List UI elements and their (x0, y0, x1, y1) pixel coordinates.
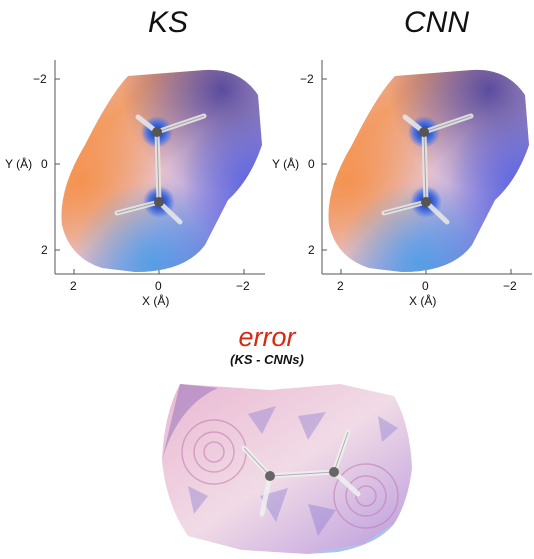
y-tick-label: 2 (41, 243, 48, 257)
x-tick-label: 2 (337, 279, 344, 293)
y-tick-label: 2 (308, 243, 315, 257)
y-tick-label: 0 (308, 157, 315, 171)
x-tick-label: −2 (503, 279, 517, 293)
atom (329, 467, 339, 477)
error-subtitle: (KS - CNNs) (230, 352, 304, 367)
y-tick-label: −2 (33, 72, 47, 86)
atom (265, 471, 275, 481)
x-tick-label: −2 (236, 279, 250, 293)
x-axis-label: X (Å) (142, 293, 169, 308)
x-axis-label: X (Å) (409, 293, 436, 308)
molecule-model (381, 113, 474, 225)
molecule-model (114, 113, 207, 225)
y-tick-label: 0 (41, 157, 48, 171)
x-tick-label: 0 (155, 279, 162, 293)
error-surface (162, 384, 412, 554)
panel-title-cnn: CNN (404, 6, 469, 39)
ks-density-plot: −2 0 2 Y (Å) 2 0 −2 X (Å) (5, 60, 265, 308)
panel-title-ks: KS (148, 6, 189, 39)
density-surface (328, 69, 529, 273)
cnn-density-plot: −2 0 2 Y (Å) 2 0 −2 X (Å) (272, 60, 532, 308)
molecule-outline (243, 431, 349, 477)
y-tick-label: −2 (300, 72, 314, 86)
density-surface (61, 69, 262, 273)
y-axis-label: Y (Å) (5, 156, 32, 171)
error-surface-plot (162, 384, 412, 554)
error-title: error (238, 322, 296, 352)
x-tick-label: 0 (422, 279, 429, 293)
x-tick-label: 2 (70, 279, 77, 293)
y-axis-label: Y (Å) (272, 156, 299, 171)
